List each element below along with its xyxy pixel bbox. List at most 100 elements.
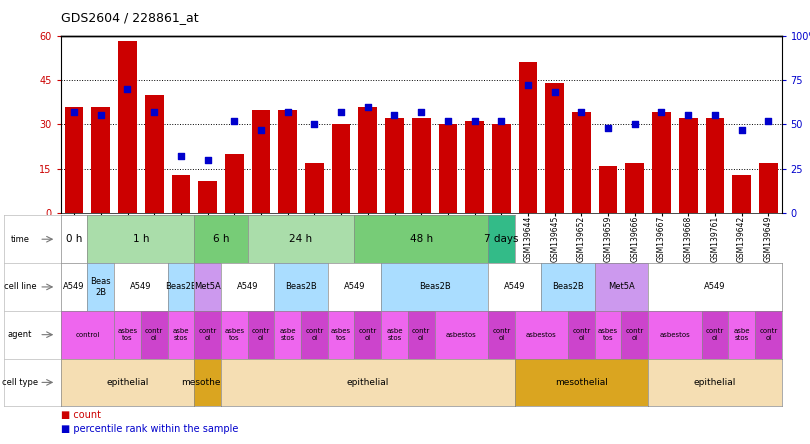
Text: epithelial: epithelial — [347, 378, 389, 387]
Text: Met5A: Met5A — [608, 282, 635, 291]
Text: asbes
tos: asbes tos — [598, 328, 618, 341]
Text: contr
ol: contr ol — [305, 328, 323, 341]
Point — [709, 112, 722, 119]
Text: A549: A549 — [63, 282, 85, 291]
Text: mesothelial: mesothelial — [181, 378, 234, 387]
Text: contr
ol: contr ol — [198, 328, 217, 341]
Point — [468, 117, 481, 124]
Bar — [411, 119, 431, 213]
Text: Beas2B: Beas2B — [285, 282, 317, 291]
Bar — [652, 112, 671, 213]
Point — [281, 108, 294, 115]
Text: asbestos: asbestos — [526, 332, 556, 338]
Point — [522, 82, 535, 89]
Point — [94, 112, 107, 119]
Text: asbestos: asbestos — [659, 332, 690, 338]
Text: time: time — [11, 235, 29, 244]
Point — [441, 117, 454, 124]
Bar — [172, 174, 190, 213]
Point — [335, 108, 347, 115]
Text: asbe
stos: asbe stos — [173, 328, 190, 341]
Text: contr
ol: contr ol — [492, 328, 510, 341]
Bar — [625, 163, 644, 213]
Bar — [572, 112, 590, 213]
Bar — [92, 107, 110, 213]
Text: 48 h: 48 h — [410, 234, 433, 244]
Bar — [359, 107, 377, 213]
Bar — [65, 107, 83, 213]
Text: asbestos: asbestos — [446, 332, 476, 338]
Point — [682, 112, 695, 119]
Text: asbes
tos: asbes tos — [224, 328, 245, 341]
Text: agent: agent — [8, 330, 32, 339]
Bar — [305, 163, 324, 213]
Point — [735, 126, 748, 133]
Text: A549: A549 — [343, 282, 365, 291]
Text: asbes
tos: asbes tos — [117, 328, 138, 341]
Text: A549: A549 — [504, 282, 526, 291]
Point — [174, 153, 187, 160]
Bar — [385, 119, 404, 213]
Bar — [465, 121, 484, 213]
Text: epithelial: epithelial — [693, 378, 736, 387]
Point — [495, 117, 508, 124]
Bar — [759, 163, 778, 213]
Text: contr
ol: contr ol — [145, 328, 164, 341]
Bar — [252, 110, 271, 213]
Text: Beas2B: Beas2B — [419, 282, 450, 291]
Point — [655, 108, 668, 115]
Bar — [679, 119, 697, 213]
Point — [415, 108, 428, 115]
Text: mesothelial: mesothelial — [555, 378, 608, 387]
Text: contr
ol: contr ol — [706, 328, 724, 341]
Text: A549: A549 — [704, 282, 726, 291]
Point — [762, 117, 775, 124]
Bar — [225, 154, 244, 213]
Point — [308, 121, 321, 128]
Bar — [599, 166, 617, 213]
Point — [201, 156, 214, 163]
Point — [388, 112, 401, 119]
Text: contr
ol: contr ol — [252, 328, 270, 341]
Text: contr
ol: contr ol — [573, 328, 590, 341]
Text: asbe
stos: asbe stos — [386, 328, 403, 341]
Text: 24 h: 24 h — [289, 234, 313, 244]
Bar — [545, 83, 564, 213]
Point — [629, 121, 642, 128]
Text: ■ count: ■ count — [61, 409, 100, 420]
Bar — [732, 174, 751, 213]
Text: Beas2B: Beas2B — [165, 282, 197, 291]
Text: asbe
stos: asbe stos — [279, 328, 296, 341]
Text: control: control — [75, 332, 100, 338]
Text: A549: A549 — [130, 282, 151, 291]
Bar — [332, 124, 351, 213]
Bar — [198, 181, 217, 213]
Text: A549: A549 — [237, 282, 258, 291]
Text: contr
ol: contr ol — [759, 328, 778, 341]
Bar — [492, 124, 510, 213]
Text: 7 days: 7 days — [484, 234, 518, 244]
Point — [147, 108, 160, 115]
Text: asbes
tos: asbes tos — [331, 328, 352, 341]
Text: contr
ol: contr ol — [412, 328, 430, 341]
Text: Beas
2B: Beas 2B — [91, 277, 111, 297]
Text: Beas2B: Beas2B — [552, 282, 584, 291]
Bar — [706, 119, 724, 213]
Bar — [145, 95, 164, 213]
Bar — [518, 62, 537, 213]
Bar — [279, 110, 297, 213]
Point — [361, 103, 374, 110]
Text: epithelial: epithelial — [106, 378, 149, 387]
Point — [228, 117, 241, 124]
Text: asbe
stos: asbe stos — [733, 328, 750, 341]
Point — [121, 85, 134, 92]
Text: contr
ol: contr ol — [625, 328, 644, 341]
Point — [575, 108, 588, 115]
Text: Met5A: Met5A — [194, 282, 221, 291]
Text: cell type: cell type — [2, 378, 38, 387]
Text: ■ percentile rank within the sample: ■ percentile rank within the sample — [61, 424, 238, 434]
Bar — [438, 124, 457, 213]
Text: cell line: cell line — [3, 282, 36, 291]
Text: contr
ol: contr ol — [359, 328, 377, 341]
Point — [67, 108, 80, 115]
